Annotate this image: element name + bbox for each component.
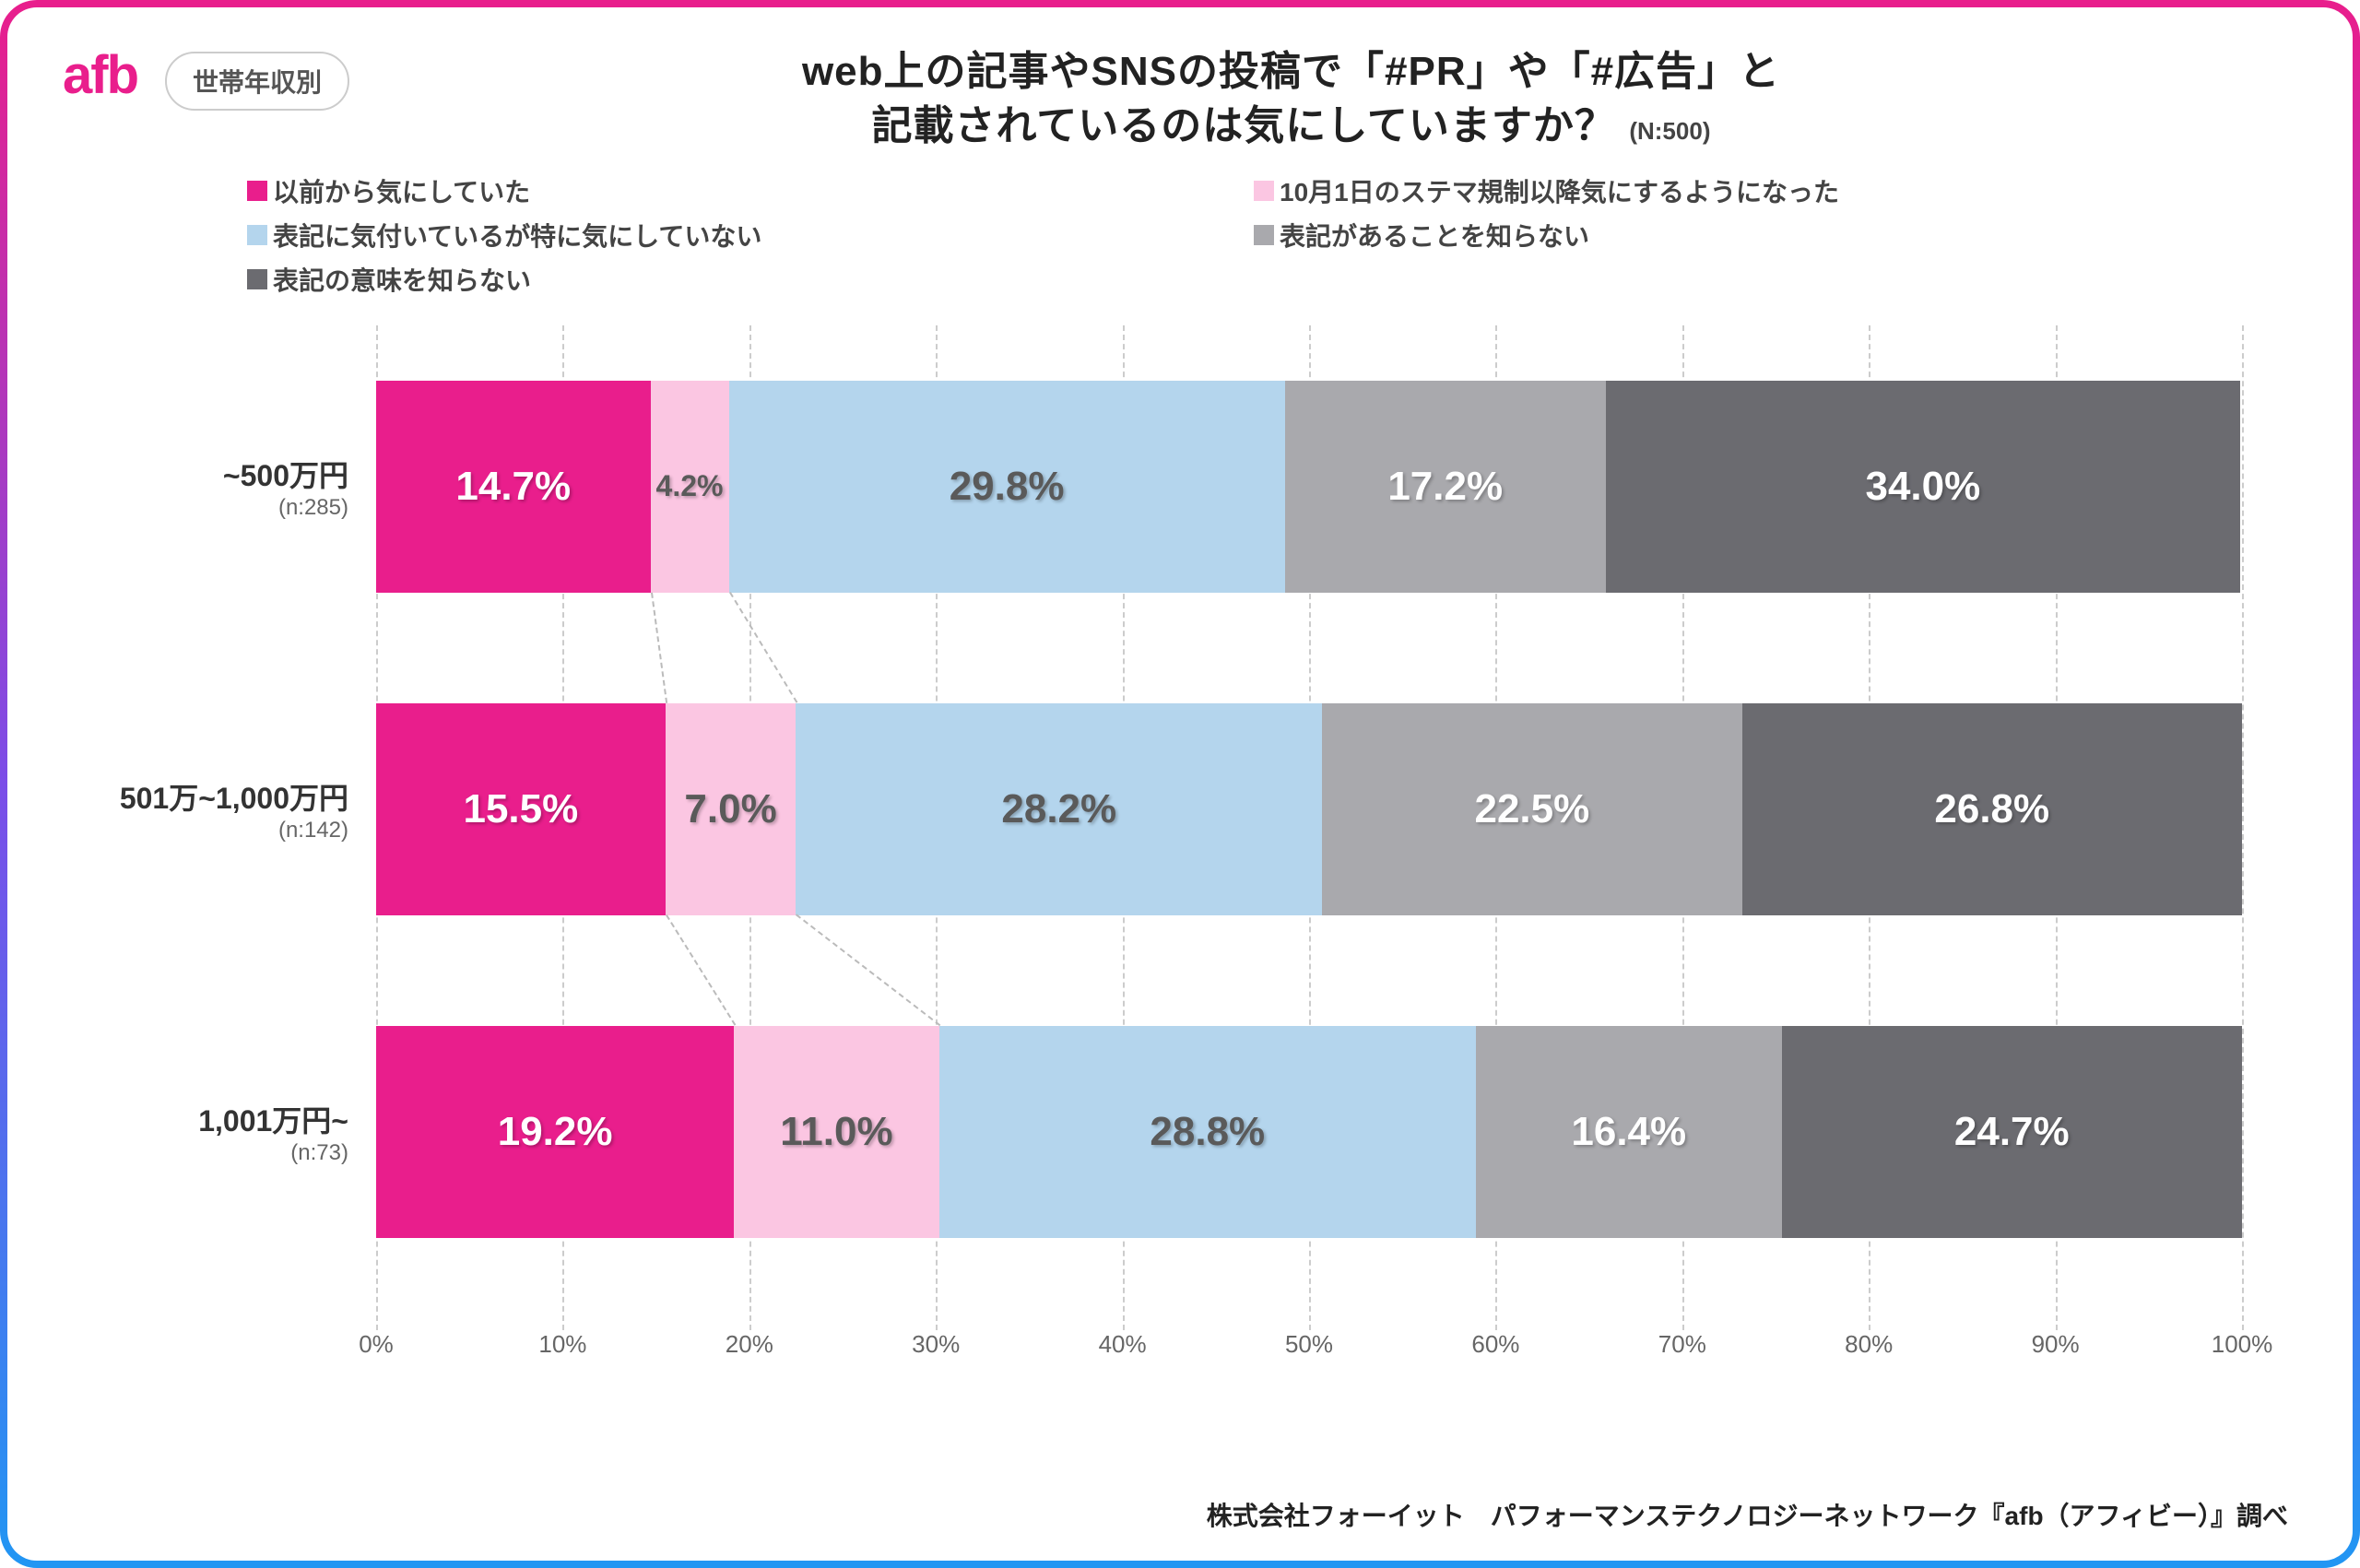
legend-label: 表記に気付いているが特に気にしていない (273, 217, 761, 253)
bar-row: 501万~1,000万円(n:142)15.5%7.0%28.2%22.5%26… (376, 703, 2242, 915)
bar-segment: 26.8% (1742, 703, 2242, 915)
bar-segment: 22.5% (1322, 703, 1741, 915)
bar-segment: 29.8% (729, 381, 1285, 593)
legend-swatch (1254, 181, 1274, 201)
bar-segment: 4.2% (651, 381, 729, 593)
connector-line (651, 593, 667, 703)
x-axis-tick: 30% (912, 1330, 960, 1359)
row-label: ~500万円(n:285) (223, 453, 348, 521)
afb-logo: afb (63, 49, 137, 102)
x-axis-tick: 40% (1099, 1330, 1147, 1359)
legend-label: 表記の意味を知らない (273, 261, 531, 298)
x-axis: 0%10%20%30%40%50%60%70%80%90%100% (376, 1330, 2242, 1367)
grid-line (2242, 325, 2244, 1330)
row-label: 1,001万円~(n:73) (198, 1098, 348, 1166)
row-label: 501万~1,000万円(n:142) (120, 775, 348, 843)
x-axis-tick: 90% (2032, 1330, 2080, 1359)
title-line-1: web上の記事やSNSの投稿で「#PR」や「#広告」と (377, 44, 2205, 99)
legend-item: 以前から気にしていた (247, 172, 1198, 209)
row-label-text: ~500万円 (223, 453, 348, 495)
legend-swatch (247, 225, 267, 245)
bar-segment: 17.2% (1285, 381, 1606, 593)
connector-line (796, 914, 940, 1026)
title-sample-size: (N:500) (1629, 117, 1710, 145)
legend-item: 10月1日のステマ規制以降気にするようになった (1254, 172, 2205, 209)
row-sample-size: (n:73) (198, 1140, 348, 1166)
x-axis-tick: 60% (1471, 1330, 1519, 1359)
legend-swatch (247, 181, 267, 201)
bar-segment: 15.5% (376, 703, 666, 915)
chart-title: web上の記事やSNSの投稿で「#PR」や「#広告」と 記載されているのは気にし… (377, 44, 2297, 154)
x-axis-tick: 0% (359, 1330, 394, 1359)
bar-segment: 16.4% (1476, 1026, 1782, 1238)
row-label-text: 501万~1,000万円 (120, 775, 348, 818)
legend-item: 表記の意味を知らない (247, 261, 1198, 298)
attribution-footer: 株式会社フォーイット パフォーマンステクノロジーネットワーク『afb（アフィビー… (1207, 1496, 2288, 1533)
bar-segment: 11.0% (734, 1026, 938, 1238)
legend: 以前から気にしていた 10月1日のステマ規制以降気にするようになった表記に気付いて… (247, 172, 2205, 298)
legend-label: 表記があることを知らない (1280, 217, 1589, 253)
connector-line (666, 914, 737, 1026)
x-axis-tick: 10% (538, 1330, 586, 1359)
bar-segment: 28.8% (939, 1026, 1476, 1238)
legend-label: 以前から気にしていた (273, 172, 530, 209)
chart-area: 0%10%20%30%40%50%60%70%80%90%100% ~500万円… (376, 325, 2242, 1385)
legend-swatch (1254, 225, 1274, 245)
category-badge: 世帯年収別 (165, 52, 349, 111)
legend-label: 10月1日のステマ規制以降気にするようになった (1280, 172, 1839, 209)
x-axis-tick: 50% (1285, 1330, 1333, 1359)
bar-row: 1,001万円~(n:73)19.2%11.0%28.8%16.4%24.7% (376, 1026, 2242, 1238)
chart-panel: afb 世帯年収別 web上の記事やSNSの投稿で「#PR」や「#広告」と 記載… (7, 7, 2353, 1561)
legend-item: 表記があることを知らない (1254, 217, 2205, 253)
bar-row: ~500万円(n:285)14.7%4.2%29.8%17.2%34.0% (376, 381, 2242, 593)
row-sample-size: (n:142) (120, 818, 348, 843)
x-axis-tick: 80% (1845, 1330, 1893, 1359)
bar-segment: 28.2% (796, 703, 1322, 915)
header: afb 世帯年収別 web上の記事やSNSの投稿で「#PR」や「#広告」と 記載… (63, 44, 2297, 154)
bar-segment: 34.0% (1606, 381, 2240, 593)
connector-line (729, 592, 798, 703)
gradient-border: afb 世帯年収別 web上の記事やSNSの投稿で「#PR」や「#広告」と 記載… (0, 0, 2360, 1568)
x-axis-tick: 100% (2212, 1330, 2273, 1359)
legend-swatch (247, 269, 267, 289)
title-line-2: 記載されているのは気にしていますか？ (872, 103, 1616, 148)
bar-segment: 14.7% (376, 381, 651, 593)
legend-item: 表記に気付いているが特に気にしていない (247, 217, 1198, 253)
row-label-text: 1,001万円~ (198, 1098, 348, 1140)
bar-segment: 7.0% (666, 703, 796, 915)
bar-segment: 24.7% (1782, 1026, 2242, 1238)
x-axis-tick: 70% (1658, 1330, 1706, 1359)
x-axis-tick: 20% (726, 1330, 773, 1359)
bar-segment: 19.2% (376, 1026, 734, 1238)
row-sample-size: (n:285) (223, 495, 348, 521)
